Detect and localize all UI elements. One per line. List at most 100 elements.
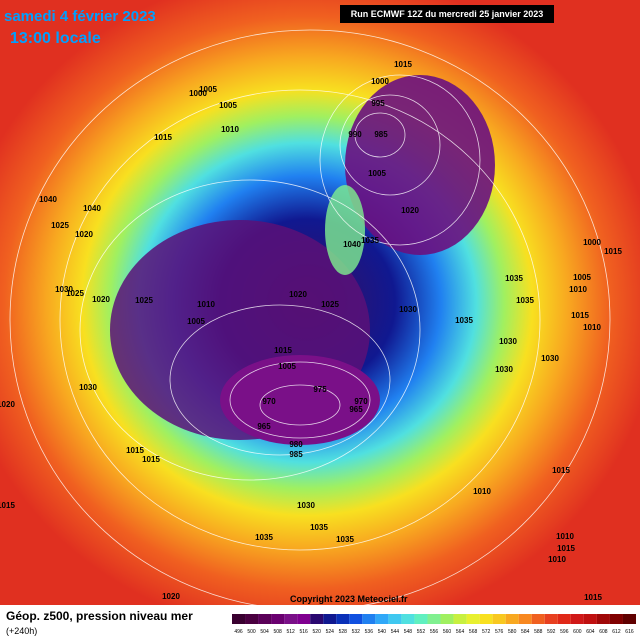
pressure-label: 1025: [135, 296, 153, 305]
scale-label: 540: [378, 629, 387, 635]
scale-swatch: [323, 614, 337, 624]
scale-swatch: [440, 614, 454, 624]
pressure-label: 1030: [297, 501, 315, 510]
pressure-label: 1005: [219, 101, 237, 110]
scale-label: 500: [247, 629, 256, 635]
scale-swatch: [453, 614, 467, 624]
pressure-label: 1015: [394, 60, 412, 69]
pressure-label: 1015: [0, 501, 15, 510]
scale-label: 504: [260, 629, 269, 635]
copyright: Copyright 2023 Meteociel.fr: [290, 594, 408, 604]
scale-label: 584: [521, 629, 530, 635]
pressure-label: 1020: [401, 206, 419, 215]
scale-swatch: [531, 614, 545, 624]
pressure-label: 970: [262, 397, 276, 406]
pressure-label: 1015: [557, 544, 575, 553]
pressure-label: 995: [371, 99, 385, 108]
scale-label: 524: [326, 629, 335, 635]
scale-swatch: [284, 614, 298, 624]
pressure-label: 1015: [604, 247, 622, 256]
scale-label: 596: [560, 629, 569, 635]
pressure-label: 1020: [162, 592, 180, 601]
pressure-label: 1005: [278, 362, 296, 371]
scale-swatch: [401, 614, 415, 624]
scale-swatch: [232, 614, 246, 624]
ridge: [325, 185, 365, 275]
pressure-label: 1035: [516, 296, 534, 305]
scale-label: 548: [404, 629, 413, 635]
pressure-label: 1005: [368, 169, 386, 178]
pressure-label: 1005: [187, 317, 205, 326]
lead-time: (+240h): [6, 626, 37, 636]
pressure-label: 975: [313, 385, 327, 394]
scale-label: 604: [586, 629, 595, 635]
scale-label: 516: [300, 629, 309, 635]
scale-swatch: [505, 614, 519, 624]
pressure-label: 1020: [289, 290, 307, 299]
scale-label: 572: [482, 629, 491, 635]
pressure-label: 1010: [473, 487, 491, 496]
pressure-label: 1005: [199, 85, 217, 94]
scale-label: 612: [612, 629, 621, 635]
scale-swatch: [596, 614, 610, 624]
scale-swatch: [544, 614, 558, 624]
pressure-label: 980: [289, 440, 303, 449]
scale-label: 552: [417, 629, 426, 635]
pressure-label: 1040: [83, 204, 101, 213]
pressure-label: 1030: [399, 305, 417, 314]
scale-label: 600: [573, 629, 582, 635]
scale-label: 508: [273, 629, 282, 635]
pressure-label: 1015: [552, 466, 570, 475]
pressure-label: 1015: [126, 446, 144, 455]
pressure-label: 1040: [39, 195, 57, 204]
pressure-label: 1015: [142, 455, 160, 464]
scale-swatch: [362, 614, 376, 624]
scale-swatch: [271, 614, 285, 624]
subtitle: 13:00 locale: [10, 30, 101, 47]
pressure-label: 1010: [197, 300, 215, 309]
pressure-label: 1035: [336, 535, 354, 544]
scale-label: 580: [508, 629, 517, 635]
pressure-label: 1035: [361, 236, 379, 245]
pressure-label: 1025: [51, 221, 69, 230]
pressure-label: 1025: [321, 300, 339, 309]
low-area: [345, 75, 495, 255]
scale-swatch: [570, 614, 584, 624]
scale-swatch: [557, 614, 571, 624]
caption: Géop. z500, pression niveau mer: [6, 609, 193, 623]
pressure-label: 985: [289, 450, 303, 459]
scale-label: 560: [443, 629, 452, 635]
scale-label: 556: [430, 629, 439, 635]
low-area: [220, 355, 380, 445]
scale-swatch: [297, 614, 311, 624]
pressure-label: 1020: [92, 295, 110, 304]
scale-label: 576: [495, 629, 504, 635]
pressure-label: 1010: [221, 125, 239, 134]
scale-swatch: [518, 614, 532, 624]
scale-label: 520: [313, 629, 322, 635]
run-info: Run ECMWF 12Z du mercredi 25 janvier 202…: [351, 9, 544, 19]
scale-swatch: [258, 614, 272, 624]
pressure-label: 1030: [55, 285, 73, 294]
scale-swatch: [492, 614, 506, 624]
scale-swatch: [622, 614, 636, 624]
scale-label: 544: [391, 629, 400, 635]
pressure-label: 1035: [455, 316, 473, 325]
scale-label: 532: [352, 629, 361, 635]
pressure-label: 1015: [571, 311, 589, 320]
scale-swatch: [479, 614, 493, 624]
pressure-label: 1010: [583, 323, 601, 332]
pressure-label: 1015: [274, 346, 292, 355]
pressure-label: 1015: [584, 593, 602, 602]
scale-label: 512: [286, 629, 295, 635]
pressure-label: 1015: [154, 133, 172, 142]
pressure-label: 985: [374, 130, 388, 139]
pressure-label: 1000: [189, 89, 207, 98]
scale-swatch: [375, 614, 389, 624]
scale-swatch: [466, 614, 480, 624]
pressure-label: 965: [349, 405, 363, 414]
scale-swatch: [609, 614, 623, 624]
pressure-label: 1005: [573, 273, 591, 282]
pressure-label: 1040: [343, 240, 361, 249]
